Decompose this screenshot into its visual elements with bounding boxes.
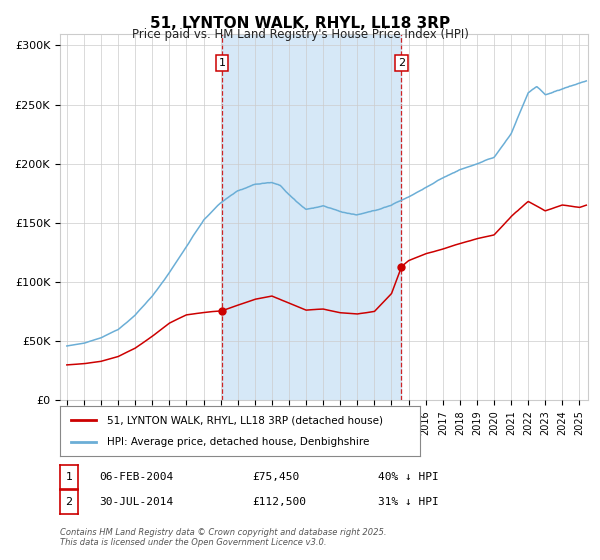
Bar [222,34,401,400]
Text: 30-JUL-2014: 30-JUL-2014 [99,497,173,507]
Text: Price paid vs. HM Land Registry's House Price Index (HPI): Price paid vs. HM Land Registry's House … [131,28,469,41]
Text: £75,450: £75,450 [252,472,299,482]
Text: £112,500: £112,500 [252,497,306,507]
Text: Contains HM Land Registry data © Crown copyright and database right 2025.
This d: Contains HM Land Registry data © Crown c… [60,528,386,547]
Text: 31% ↓ HPI: 31% ↓ HPI [378,497,439,507]
Text: 1: 1 [65,472,73,482]
Text: 1: 1 [218,58,226,68]
Text: 2: 2 [398,58,405,68]
Text: 51, LYNTON WALK, RHYL, LL18 3RP (detached house): 51, LYNTON WALK, RHYL, LL18 3RP (detache… [107,415,383,425]
Text: 40% ↓ HPI: 40% ↓ HPI [378,472,439,482]
Text: HPI: Average price, detached house, Denbighshire: HPI: Average price, detached house, Denb… [107,437,369,447]
Text: 2: 2 [65,497,73,507]
Text: 06-FEB-2004: 06-FEB-2004 [99,472,173,482]
Text: 51, LYNTON WALK, RHYL, LL18 3RP: 51, LYNTON WALK, RHYL, LL18 3RP [150,16,450,31]
